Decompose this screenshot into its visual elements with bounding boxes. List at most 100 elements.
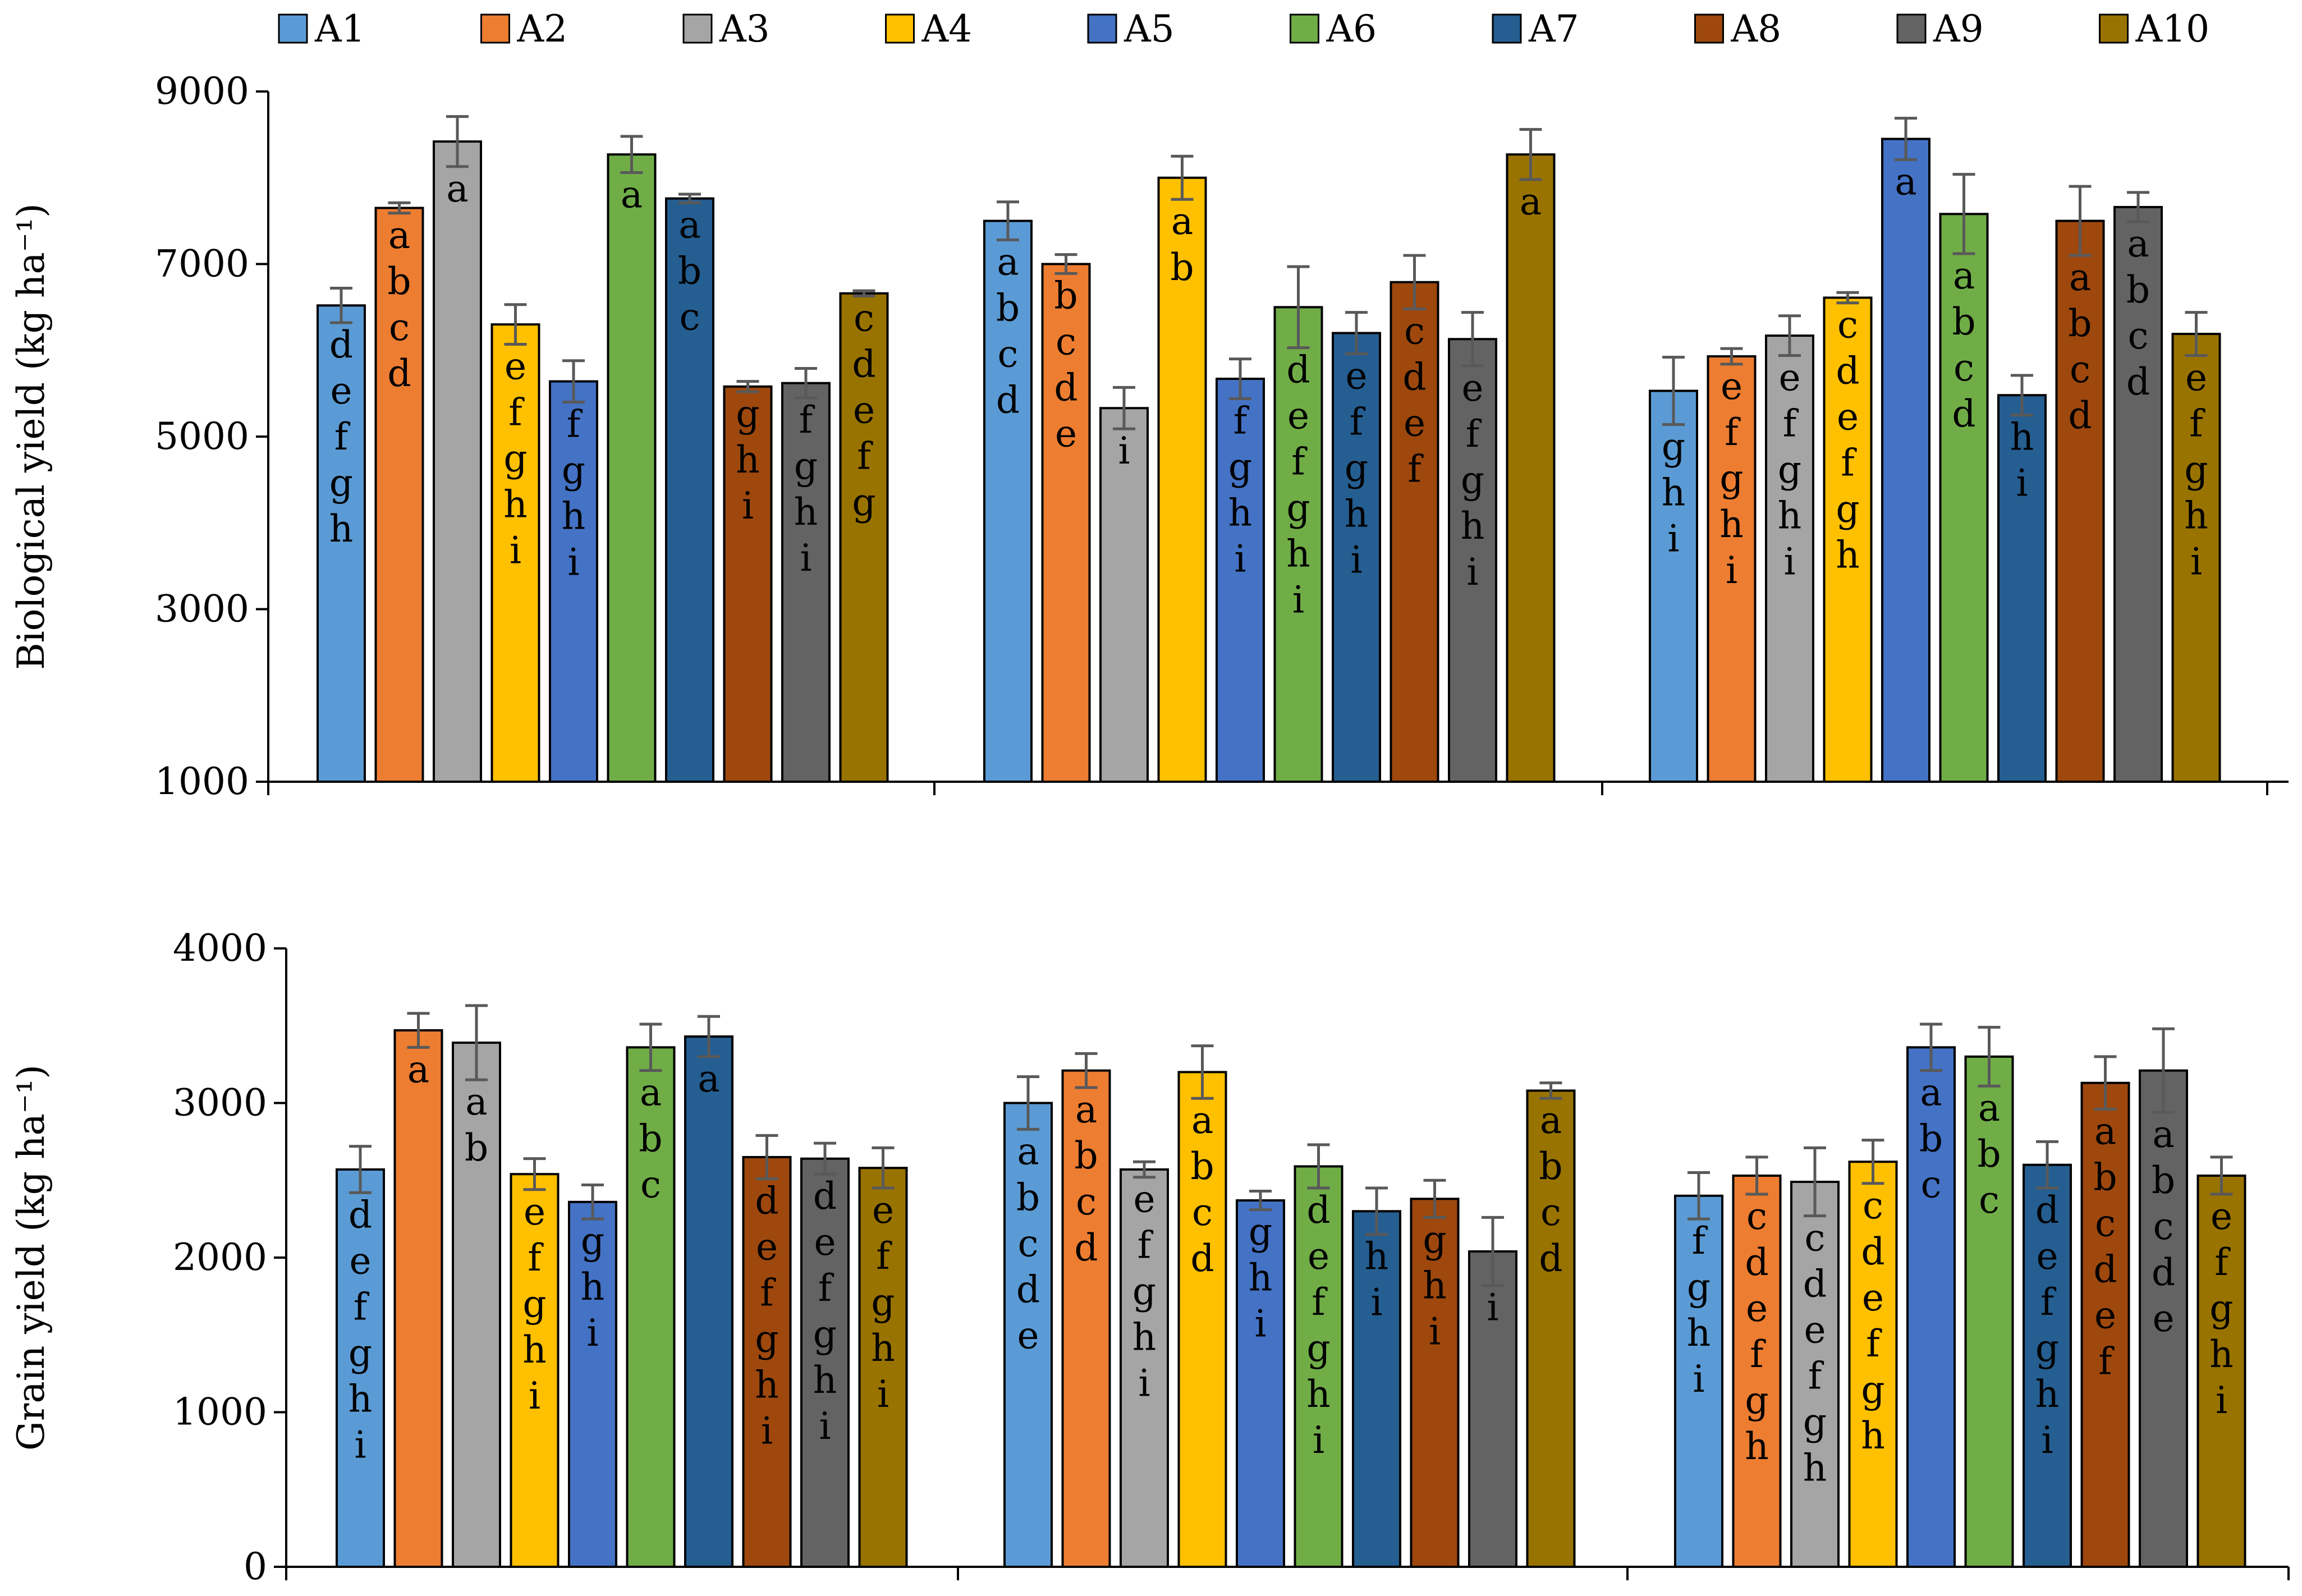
grain-yield-bar-a7-group3 [2023, 1163, 2072, 1568]
grain-yield-error-bar-a3-group2 [1133, 1160, 1155, 1179]
legend-label-a1: A1 [314, 7, 365, 51]
grain-yield-error-bar-a7-group2 [1365, 1186, 1388, 1236]
biological-yield-bar-a2-group2 [1041, 263, 1091, 783]
legend-label-a7: A7 [1528, 7, 1579, 51]
biological-yield-bar-a3-group3 [1765, 334, 1814, 783]
grain-yield-error-bar-a2-group2 [1075, 1052, 1098, 1089]
biological-yield-error-bar-a3-group1 [446, 115, 469, 168]
grain-yield-bar-a7-group2 [1352, 1210, 1401, 1569]
biological-yield-error-bar-a4-group1 [504, 303, 527, 346]
legend-label-a4: A4 [921, 7, 973, 51]
grain-yield-panel: 0 1000 2000 3000 4000 Grain yield (kg ha⁻¹) d e… [10, 927, 2290, 1588]
biological-yield-bar-a9-group2 [1448, 338, 1497, 783]
grain-yield-bar-a4-group2 [1177, 1071, 1227, 1568]
grain-yield-error-bar-a9-group1 [814, 1141, 836, 1176]
biological-yield-error-bar-a3-group2 [1113, 386, 1135, 430]
legend-label-a8: A8 [1731, 7, 1782, 51]
grain-yield-sig-letters-a7-group1: a [698, 1057, 719, 1100]
biological-yield-error-bar-a3-group3 [1778, 314, 1801, 357]
grain-yield-error-bar-a5-group1 [581, 1184, 604, 1221]
biological-yield-error-bar-a9-group2 [1461, 311, 1484, 368]
legend-swatch-a7 [1492, 13, 1522, 44]
biological-yield-bar-a10-group1 [839, 292, 889, 783]
grain-yield-bar-a2-group3 [1732, 1174, 1782, 1569]
grain-yield-bar-a3-group2 [1120, 1168, 1169, 1569]
biological-yield-error-bar-a8-group1 [736, 380, 759, 393]
grain-yield-bar-a6-group2 [1294, 1165, 1343, 1569]
biological-yield-bar-a6-group1 [607, 153, 657, 783]
grain-yield-bar-a1-group2 [1003, 1102, 1053, 1568]
biological-yield-bar-a2-group3 [1707, 355, 1757, 783]
biological-yield-error-bar-a10-group2 [1519, 128, 1542, 181]
biological-yield-error-bar-a5-group1 [562, 359, 585, 403]
biological-yield-error-bar-a2-group3 [1720, 347, 1743, 366]
legend-label-a3: A3 [719, 7, 770, 51]
biological-yield-error-bar-a10-group1 [852, 289, 875, 297]
biological-yield-bar-a8-group1 [723, 385, 773, 783]
grain-yield-error-bar-a3-group1 [465, 1004, 488, 1081]
biological-yield-error-bar-a6-group2 [1287, 265, 1310, 350]
grain-yield-y-axis-title: Grain yield (kg ha⁻¹) [10, 1065, 53, 1451]
biological-yield-bar-a4-group2 [1157, 176, 1207, 783]
grain-yield-bar-a9-group2 [1468, 1250, 1517, 1568]
legend-label-a2: A2 [517, 7, 568, 51]
biological-yield-bar-a3-group2 [1099, 407, 1149, 783]
grain-yield-error-bar-a9-group2 [1482, 1216, 1504, 1287]
biological-yield-sig-letters-a6-group1: a [621, 173, 643, 217]
biological-yield-bar-a5-group2 [1216, 377, 1265, 783]
grain-yield-sig-letters-a2-group1: a [407, 1048, 429, 1091]
biological-yield-error-bar-a4-group2 [1171, 154, 1194, 201]
grain-yield-bar-a2-group2 [1061, 1069, 1111, 1568]
grain-yield-error-bar-a5-group3 [1920, 1022, 1942, 1072]
biological-yield-error-bar-a5-group3 [1895, 117, 1917, 161]
grain-yield-error-bar-a6-group2 [1307, 1143, 1330, 1190]
grain-yield-y-tick-label: 4000 [173, 927, 267, 970]
grain-yield-error-bar-a9-group3 [2152, 1027, 2175, 1114]
biological-yield-sig-letters-a10-group2: a [1520, 180, 1542, 223]
biological-yield-bar-a9-group3 [2113, 206, 2163, 783]
grain-yield-bar-a6-group3 [1964, 1055, 2014, 1568]
biological-yield-sig-letters-a3-group1: a [446, 167, 468, 210]
grain-yield-error-bar-a3-group3 [1804, 1146, 1826, 1218]
grain-yield-error-bar-a4-group1 [523, 1157, 546, 1191]
legend-swatch-a2 [480, 13, 510, 44]
grain-yield-bar-a5-group3 [1906, 1046, 1956, 1568]
legend-swatch-a9 [1896, 13, 1927, 44]
grain-yield-y-tick-label: 2000 [173, 1236, 267, 1279]
grain-yield-bar-a6-group1 [626, 1046, 676, 1568]
grain-yield-sig-letters-a9-group2: i [1487, 1286, 1498, 1329]
legend: A1 A2 A3 A4 A5 A6 A7 A8 A9 A10 [278, 7, 2209, 51]
grain-yield-error-bar-a6-group1 [639, 1022, 662, 1072]
biological-yield-y-tick-label: 5000 [155, 415, 249, 458]
grain-yield-error-bar-a4-group2 [1191, 1044, 1214, 1100]
biological-yield-error-bar-a1-group2 [997, 200, 1019, 241]
biological-yield-y-tick-label: 9000 [155, 70, 249, 113]
grain-yield-y-tick-label: 3000 [173, 1081, 267, 1125]
biological-yield-bar-a2-group1 [374, 207, 424, 783]
legend-swatch-a8 [1694, 13, 1724, 44]
